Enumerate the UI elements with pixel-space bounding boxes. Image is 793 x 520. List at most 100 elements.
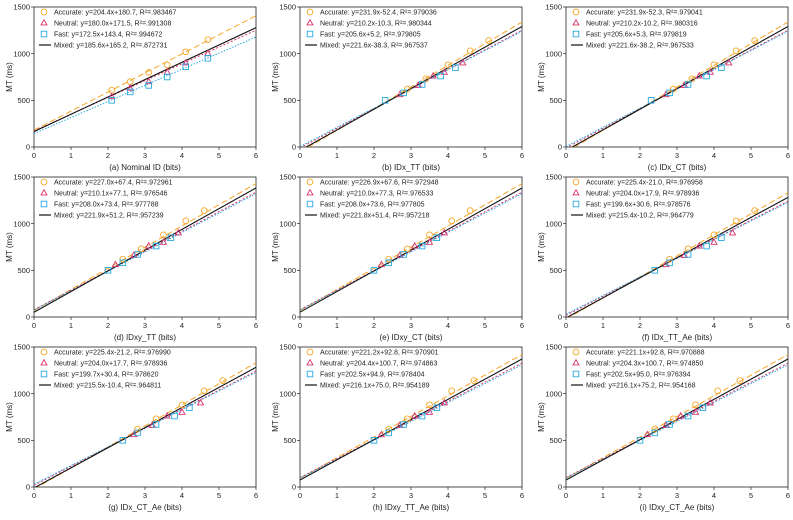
legend-entry-fast: Fast: y=202.5x+94.9, R²=.978404 [320,372,425,379]
fit-line-accurate [34,15,256,131]
point-neutral [728,228,737,236]
y-tick-label: 1000 [545,49,562,58]
legend-entry-mixed: Mixed: y=215.4x-10.2, R²=.964779 [586,213,694,220]
legend-entry-accurate: Accurate: y=227.0x+67.4, R²=.972961 [54,180,173,187]
legend-swatch-accurate [306,8,314,16]
legend-swatch-fast [40,30,48,38]
point-neutral [181,58,190,66]
legend-swatch-accurate [40,8,48,16]
x-tick-label: 3 [409,321,413,330]
point-accurate [160,231,167,239]
legend-swatch-fast [572,370,580,378]
point-accurate [200,387,208,395]
point-accurate [108,86,116,94]
y-tick-label: 1000 [545,219,562,228]
x-tick-label: 6 [520,151,524,160]
legend-swatch-fast [306,370,314,378]
legend-entry-neutral: Neutral: y=204.0x+17.7, R²=.978936 [54,361,168,368]
fit-lines [566,21,788,147]
plot-frame [299,6,523,148]
y-tick-label: 1500 [279,343,296,352]
x-tick-label: 1 [69,321,73,330]
point-neutral [126,83,134,91]
point-accurate [466,47,474,55]
plot-frame [299,346,523,488]
fit-line-fast [34,36,256,135]
y-tick-label: 1000 [13,389,30,398]
y-tick-label: 1500 [545,343,562,352]
point-neutral [144,241,153,249]
fit-line-neutral [34,191,256,311]
point-neutral [725,58,733,66]
point-fast [636,437,644,444]
y-tick-label: 0 [558,313,562,322]
x-tick-label: 1 [335,321,339,330]
fit-line-fast [566,30,788,147]
legend-entry-neutral: Neutral: y=204.3x+100.7, R²=.974850 [586,361,703,368]
x-tick-label: 2 [106,491,110,500]
point-neutral [174,228,183,236]
point-fast [433,234,441,241]
legend-entry-fast: Fast: y=202.5x+95.0, R²=.976394 [586,372,691,379]
y-tick-label: 1000 [279,389,296,398]
point-fast [647,97,655,104]
legend-entry-accurate: Accurate: y=225.4x-21.0, R²=.976958 [586,180,703,187]
chart-panel-d: 0 1 2 3 4 5 6 0 500 1000 1500 (d) IDxy_TT (bits) MT … [5,173,258,342]
point-fast [167,234,175,241]
y-tick-label: 0 [558,143,562,152]
x-axis-label: (c) IDx_CT (bits) [648,163,707,172]
point-accurate [692,401,699,409]
legend-swatch-neutral [40,18,48,26]
y-axis-label: MT (ms) [537,232,546,262]
point-neutral [410,411,419,419]
point-fast [651,267,659,274]
point-accurate [732,47,740,55]
x-tick-label: 1 [335,491,339,500]
point-accurate [710,231,718,239]
point-accurate [710,61,718,69]
point-accurate [137,245,145,253]
x-tick-label: 3 [675,491,679,500]
point-accurate [219,377,227,384]
fit-line-mixed [34,366,256,487]
legend-entry-neutral: Neutral: y=204.0x+17.9, R²=.978936 [586,191,700,198]
point-fast [370,437,378,444]
point-accurate [466,207,474,214]
y-tick-label: 0 [26,483,30,492]
point-neutral [425,408,434,415]
point-fast [126,88,134,96]
point-neutral [377,260,386,268]
chart-panel-f: 0 1 2 3 4 5 6 0 500 1000 1500 (f) IDx_TT_Ae (bits) M… [537,173,790,342]
point-accurate [736,377,744,384]
y-tick-label: 0 [292,313,296,322]
point-fast [385,429,393,437]
point-accurate [751,37,759,44]
point-accurate [448,217,456,225]
y-axis-label: MT (ms) [271,232,280,262]
legend-entry-neutral: Neutral: y=180.0x+171.5, R²=.991308 [54,21,171,28]
point-neutral [662,90,670,98]
legend-swatch-neutral [572,188,580,196]
point-accurate [751,207,759,214]
point-accurate [470,377,478,384]
point-accurate [444,61,452,69]
fit-line-mixed [34,27,256,133]
point-fast [171,412,178,420]
x-tick-label: 4 [180,491,184,500]
legend-entry-mixed: Mixed: y=221.9x+51.2, R²=.957239 [54,213,164,220]
point-accurate [669,415,677,423]
y-tick-label: 500 [283,96,296,105]
point-neutral [130,430,138,438]
fit-line-mixed [571,25,788,147]
x-tick-label: 4 [446,151,450,160]
y-tick-label: 1000 [13,49,30,58]
point-accurate [204,36,212,44]
point-fast [134,251,141,258]
plot-frame [33,6,257,148]
point-neutral [377,430,386,438]
x-tick-label: 5 [483,491,487,500]
legend-entry-fast: Fast: y=199.6x+30.6, R²=.978576 [586,202,691,209]
y-tick-label: 0 [292,143,296,152]
point-accurate [426,401,433,409]
point-fast [400,251,407,258]
